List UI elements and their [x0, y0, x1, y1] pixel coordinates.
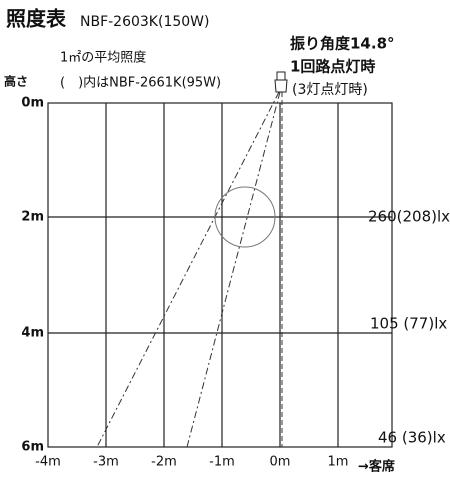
illuminance-label: 105 (77)lx	[370, 315, 447, 333]
model: NBF-2603K(150W)	[80, 14, 209, 30]
title: 照度表	[6, 7, 67, 31]
y-label: 6m	[21, 440, 44, 455]
illuminance-label: 46 (36)lx	[378, 429, 446, 447]
x-label: -4m	[35, 455, 61, 470]
beam-angle: 振り角度14.8°	[290, 35, 395, 53]
lamp-head	[274, 79, 288, 93]
circuit-note: 1回路点灯時	[290, 58, 375, 76]
illuminance-label: 260(208)lx	[368, 208, 450, 226]
alt-model-note: ( )内はNBF-2661K(95W)	[60, 75, 221, 91]
x-label: -1m	[209, 455, 235, 470]
beam-ray	[96, 91, 280, 448]
luminaire	[274, 71, 288, 93]
beam-ray	[186, 91, 281, 448]
y-label: 2m	[21, 210, 44, 225]
y-label: 0m	[21, 96, 44, 111]
x-label: -3m	[93, 455, 119, 470]
x-label: 0m	[270, 455, 291, 470]
y-label: 4m	[21, 326, 44, 341]
grid	[47, 102, 393, 448]
x-direction: →客席	[358, 459, 395, 475]
measurement-circle	[214, 186, 276, 248]
average-note: 1㎡の平均照度	[60, 50, 146, 66]
beam-rays	[96, 91, 283, 448]
grid-frame	[47, 102, 393, 448]
lamp-note: (3灯点灯時)	[292, 82, 368, 98]
x-label: -2m	[151, 455, 177, 470]
height-label: 高さ	[4, 74, 28, 89]
x-label: 1m	[328, 455, 349, 470]
lamp-body	[276, 71, 286, 81]
